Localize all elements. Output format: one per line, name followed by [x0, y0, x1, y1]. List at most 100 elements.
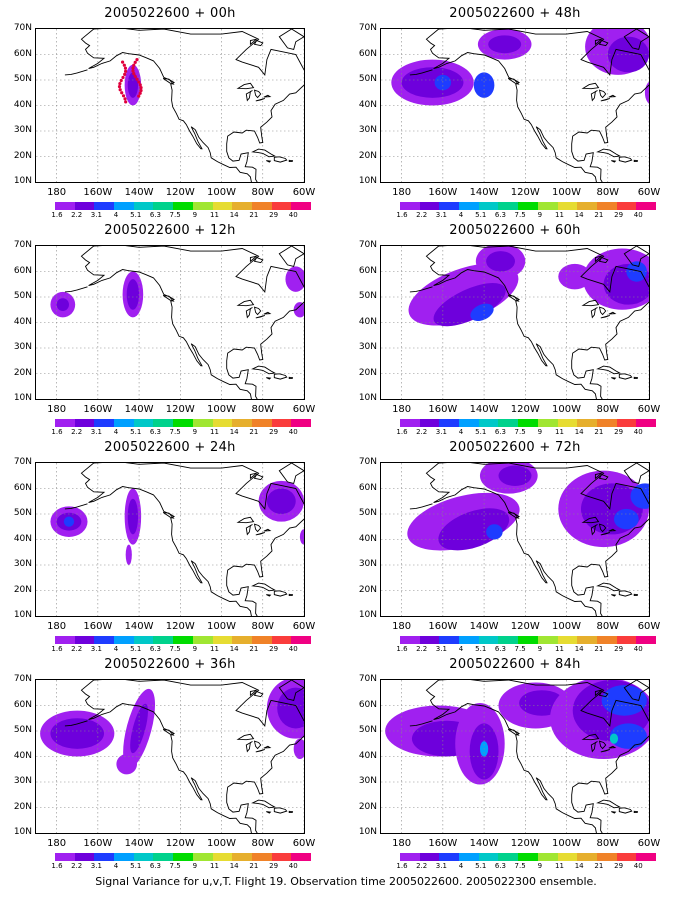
colorbar-label: 11 — [210, 862, 219, 870]
colorbar-swatch — [153, 636, 174, 644]
longitude-label: 180 — [392, 187, 412, 198]
coastline-great-lake — [581, 733, 600, 741]
latitude-label: 40N — [13, 750, 32, 761]
colorbar-label: 2.2 — [416, 211, 428, 219]
colorbar-swatch — [232, 419, 252, 427]
coastline-island — [594, 689, 602, 697]
colorbar-label: 7.5 — [514, 645, 526, 653]
longitude-label: 80W — [251, 621, 275, 632]
latitude-label: 60N — [13, 265, 32, 276]
longitude-label: 180 — [392, 621, 412, 632]
colorbar-label: 21 — [594, 862, 604, 870]
colorbar-swatch — [400, 202, 420, 210]
observation-point — [123, 66, 128, 70]
colorbar-swatch — [94, 853, 115, 861]
colorbar-label: 4 — [113, 428, 119, 436]
colorbar-swatch — [577, 636, 597, 644]
colorbar-label: 9 — [192, 862, 198, 870]
latitude-label: 60N — [358, 265, 377, 276]
longitude-label: 60W — [292, 187, 316, 198]
observation-point — [120, 91, 124, 95]
coastline-vancouver-island — [162, 729, 175, 736]
latitude-label: 30N — [13, 559, 32, 569]
observation-point — [117, 85, 122, 89]
latitude-label: 60N — [358, 482, 377, 493]
colorbar-label: 9 — [537, 211, 543, 219]
colorbar-swatch — [577, 853, 597, 861]
observation-point — [121, 94, 126, 98]
latitude-label: 30N — [13, 342, 32, 352]
observation-point — [138, 91, 142, 95]
colorbar-label: 21 — [594, 428, 604, 436]
coastline-great-lake — [255, 97, 265, 102]
latitude-label: 40N — [358, 99, 377, 110]
latitude-label: 70N — [358, 240, 377, 250]
observation-point — [119, 78, 123, 83]
colorbar-swatch — [251, 636, 272, 644]
longitude-label: 180 — [47, 404, 67, 415]
panel-title: 2005022600 + 12h — [104, 223, 236, 238]
latitude-label: 10N — [358, 176, 377, 186]
coastline-island — [598, 39, 609, 47]
colorbar-label: 1.6 — [396, 862, 408, 870]
colorbar-label: 29 — [269, 211, 279, 219]
longitude-label: 120W — [165, 187, 195, 198]
colorbar-label: 3.1 — [90, 428, 102, 436]
coastline-island — [594, 255, 602, 263]
coastline-great-lake — [598, 89, 607, 99]
colorbar-swatch — [478, 419, 499, 427]
coastline-island — [598, 690, 609, 698]
longitude-label: 120W — [165, 621, 195, 632]
coastline-great-lake — [253, 523, 262, 533]
latitude-label: 30N — [13, 125, 32, 135]
colorbar-swatch — [251, 202, 272, 210]
colorbar-label: 2.2 — [71, 645, 83, 653]
coastline-island — [253, 473, 264, 481]
coastline — [425, 463, 649, 616]
observation-point — [137, 94, 141, 98]
colorbar-swatch — [459, 419, 479, 427]
colorbar-swatch — [596, 202, 617, 210]
latitude-label: 40N — [358, 533, 377, 544]
coastline-aleutians — [409, 69, 433, 76]
panel-title: 2005022600 + 00h — [104, 6, 236, 21]
longitude-label: 120W — [510, 621, 540, 632]
colorbar-swatch — [537, 419, 558, 427]
colorbar-label: 14 — [574, 428, 584, 436]
colorbar-label: 40 — [288, 428, 298, 436]
colorbar-swatch — [94, 419, 115, 427]
longitude-label: 120W — [165, 838, 195, 849]
colorbar-label: 1.6 — [51, 862, 63, 870]
colorbar-label: 21 — [594, 211, 604, 219]
coastline-great-lake — [253, 89, 262, 99]
colorbar-swatch — [459, 202, 479, 210]
panel-title: 2005022600 + 48h — [449, 6, 581, 21]
longitude-label: 140W — [124, 187, 154, 198]
longitude-label: 80W — [596, 621, 620, 632]
longitude-label: 80W — [251, 838, 275, 849]
colorbar-swatch — [133, 419, 154, 427]
colorbar-swatch — [232, 636, 252, 644]
colorbar-swatch — [518, 202, 538, 210]
colorbar-label: 29 — [269, 428, 279, 436]
colorbar-label: 4 — [113, 211, 119, 219]
coastline-puerto-rico — [633, 593, 639, 597]
latitude-label: 10N — [13, 610, 32, 620]
colorbar — [400, 636, 656, 644]
variance-contour — [644, 81, 649, 104]
latitude-label: 60N — [13, 699, 32, 710]
latitude-label: 20N — [358, 801, 377, 812]
colorbar-label: 3.1 — [90, 862, 102, 870]
colorbar-swatch — [55, 419, 75, 427]
colorbar-swatch — [192, 202, 213, 210]
variance-contour — [127, 498, 139, 535]
colorbar-swatch — [94, 636, 115, 644]
latitude-label: 40N — [358, 750, 377, 761]
colorbar-swatch — [518, 853, 538, 861]
longitude-label: 180 — [392, 838, 412, 849]
colorbar-label: 5.1 — [475, 211, 487, 219]
coastline-great-lake — [253, 306, 262, 316]
coastline-aleutians — [409, 286, 433, 293]
longitude-label: 120W — [165, 404, 195, 415]
coastline-island — [594, 38, 602, 46]
